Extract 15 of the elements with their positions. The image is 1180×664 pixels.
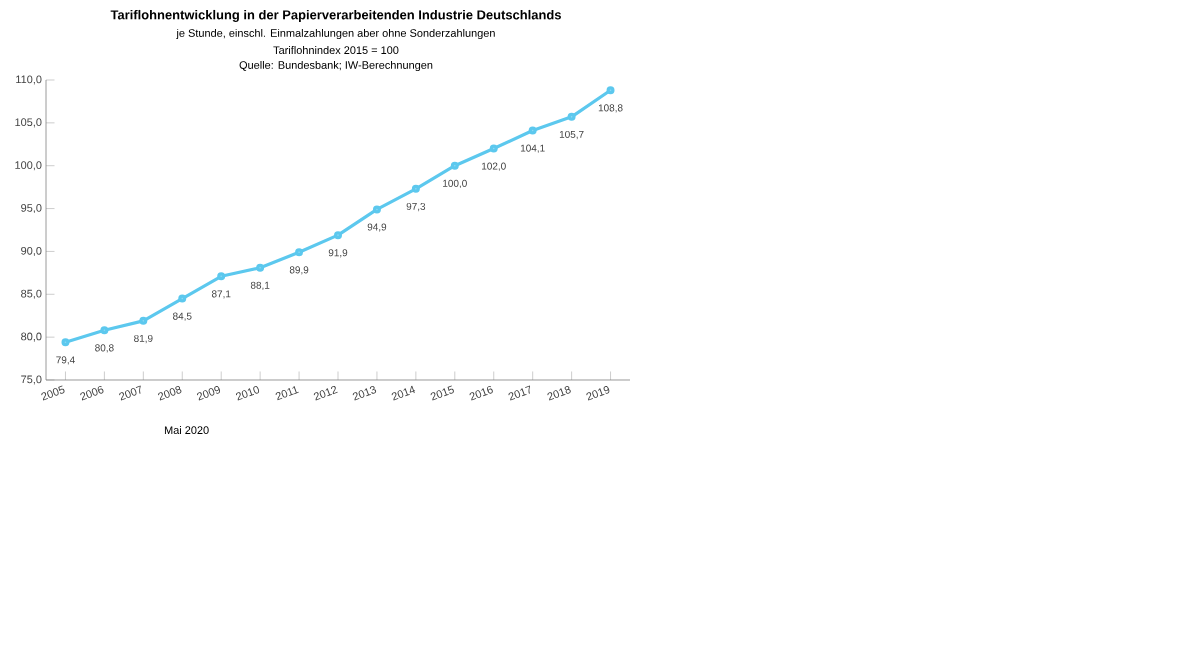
point bbox=[528, 126, 537, 135]
point bbox=[489, 144, 498, 153]
point bbox=[334, 231, 342, 240]
point bbox=[217, 272, 226, 281]
point bbox=[178, 294, 187, 303]
point bbox=[256, 263, 265, 272]
point bbox=[606, 86, 615, 95]
point bbox=[100, 326, 109, 335]
point bbox=[567, 112, 576, 121]
point bbox=[411, 184, 420, 193]
point bbox=[61, 338, 70, 347]
point bbox=[139, 316, 148, 325]
point bbox=[372, 205, 381, 214]
point bbox=[295, 248, 304, 257]
point bbox=[450, 161, 459, 170]
